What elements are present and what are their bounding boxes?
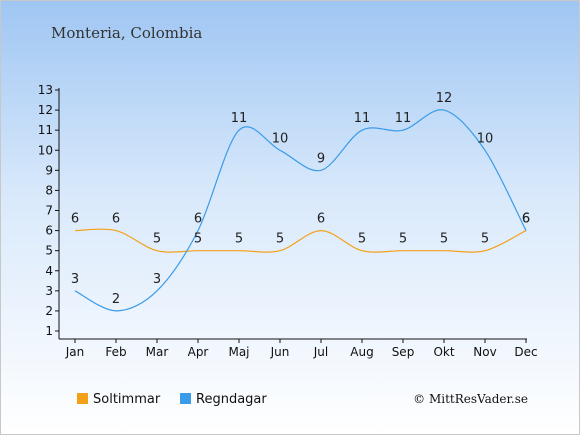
x-tick-label: Dec	[514, 345, 537, 359]
chart-title: Monteria, Colombia	[51, 24, 202, 42]
y-tick-label: 6	[45, 224, 53, 238]
x-tick-label: Maj	[228, 345, 249, 359]
y-tick-label: 8	[45, 183, 53, 197]
data-label: 5	[153, 232, 161, 247]
series-lines	[74, 109, 527, 312]
x-tick-label: Nov	[473, 345, 496, 359]
y-tick-label: 13	[38, 83, 53, 97]
x-tick-label: Jan	[65, 345, 85, 359]
legend: Soltimmar Regndagar	[77, 392, 267, 407]
data-label: 11	[395, 111, 412, 126]
data-label: 11	[354, 111, 371, 126]
y-tick-label: 11	[38, 123, 53, 137]
data-label: 10	[477, 131, 494, 146]
legend-swatch-1	[180, 393, 191, 404]
y-tick-label: 3	[45, 284, 53, 298]
data-label: 12	[436, 91, 453, 106]
data-label: 6	[71, 212, 79, 227]
data-label: 6	[522, 212, 530, 227]
y-tick-label: 12	[38, 103, 53, 117]
legend-label-1: Regndagar	[196, 392, 267, 407]
data-label: 5	[399, 232, 407, 247]
data-label: 5	[440, 232, 448, 247]
y-tick-label: 1	[45, 324, 53, 338]
data-label: 10	[272, 131, 289, 146]
x-tick-label: Aug	[350, 345, 373, 359]
legend-swatch-0	[77, 393, 88, 404]
data-label: 9	[317, 151, 325, 166]
x-tick-label: Okt	[433, 345, 454, 359]
data-label: 3	[153, 272, 161, 287]
y-tick-label: 10	[38, 143, 53, 157]
data-label: 6	[112, 212, 120, 227]
y-tick-label: 2	[45, 304, 53, 318]
y-tick-label: 4	[45, 264, 53, 278]
data-label: 5	[276, 232, 284, 247]
data-label: 6	[194, 212, 202, 227]
data-label: 2	[112, 292, 120, 307]
y-tick-label: 5	[45, 244, 53, 258]
legend-label-0: Soltimmar	[93, 392, 161, 407]
x-tick-label: Jun	[270, 345, 290, 359]
data-label: 6	[317, 212, 325, 227]
data-label: 5	[481, 232, 489, 247]
copyright-text: © MittResVader.se	[413, 392, 528, 406]
data-label: 3	[71, 272, 79, 287]
data-label: 5	[194, 232, 202, 247]
y-tick-label: 7	[45, 204, 53, 218]
series-line-0	[74, 228, 527, 253]
x-tick-label: Feb	[105, 345, 126, 359]
x-tick-label: Jul	[313, 345, 328, 359]
data-label: 5	[358, 232, 366, 247]
x-tick-label: Apr	[188, 345, 209, 359]
series-line-1	[74, 109, 527, 312]
y-tick-label: 9	[45, 163, 53, 177]
x-tick-label: Sep	[392, 345, 415, 359]
x-tick-label: Mar	[146, 345, 169, 359]
data-label: 5	[235, 232, 243, 247]
data-label: 6	[522, 212, 530, 227]
data-label: 11	[231, 111, 248, 126]
